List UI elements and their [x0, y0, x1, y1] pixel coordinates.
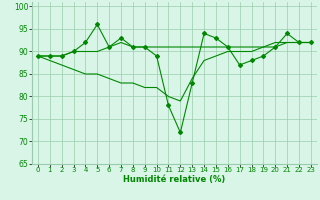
X-axis label: Humidité relative (%): Humidité relative (%) [123, 175, 226, 184]
